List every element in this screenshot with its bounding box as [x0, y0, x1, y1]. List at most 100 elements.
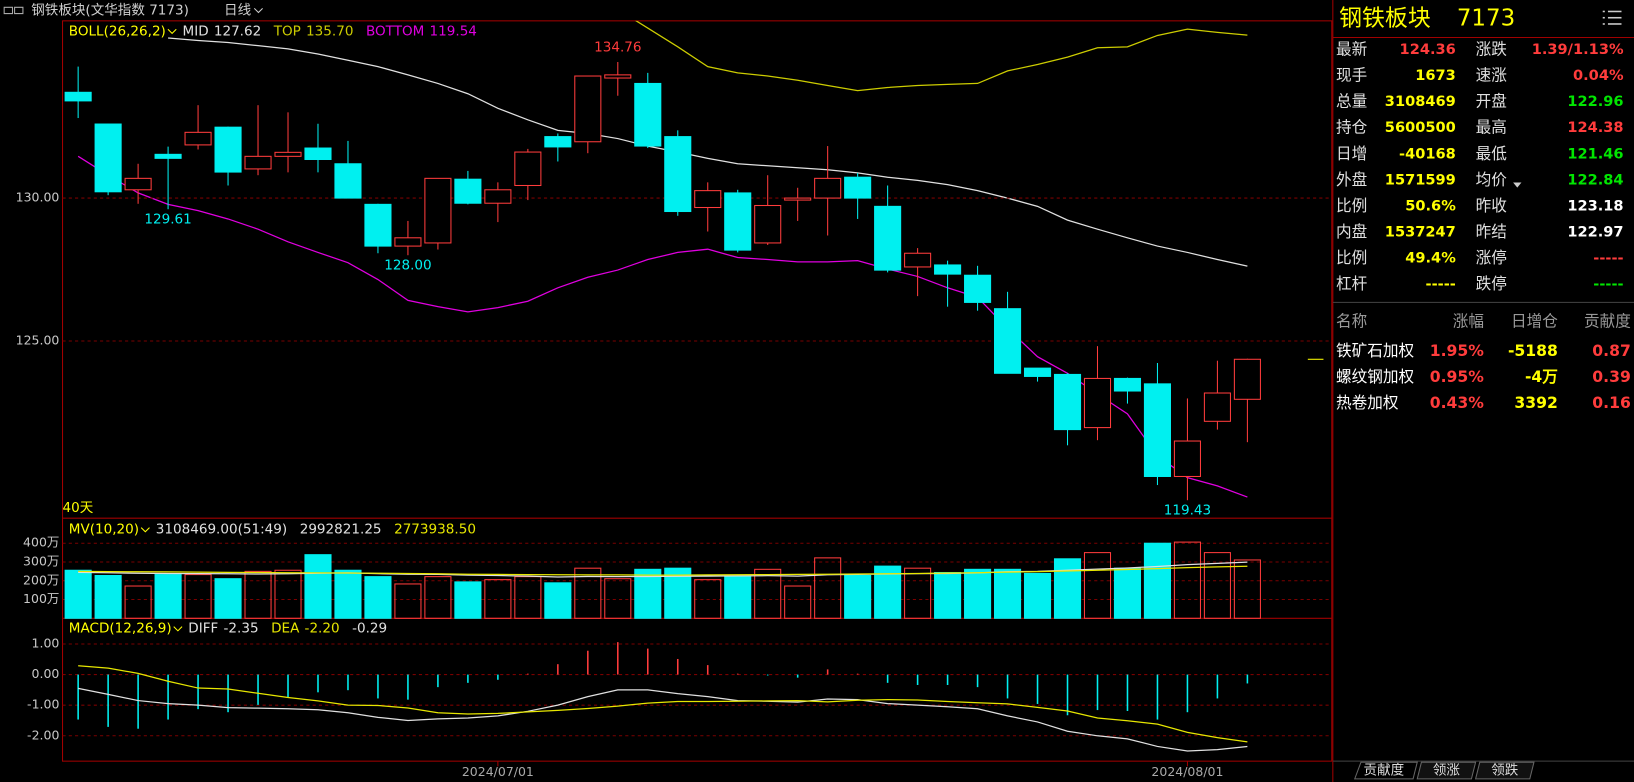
- table-cell[interactable]: 铁矿石加权: [1336, 341, 1414, 360]
- menu-icon[interactable]: [1602, 10, 1622, 25]
- legend-value: 127.62: [214, 23, 261, 39]
- dropdown-icon[interactable]: [140, 527, 150, 533]
- legend-label: MID: [183, 23, 209, 39]
- table-header: 贡献度: [1584, 312, 1631, 331]
- candle-body: [514, 151, 542, 187]
- candle-body: [574, 75, 602, 143]
- quote-label: 比例: [1336, 248, 1367, 267]
- volume-bar: [1233, 559, 1261, 619]
- volume-bar: [124, 585, 152, 619]
- quote-value: 49.4%: [1405, 250, 1456, 267]
- tab-label[interactable]: 领涨: [1433, 763, 1461, 779]
- quote-value: 3108469: [1385, 93, 1456, 110]
- candle-body: [934, 264, 962, 275]
- volume-bar: [1083, 552, 1112, 619]
- candle-body: [904, 252, 932, 268]
- candle-body: [814, 177, 842, 199]
- volume-bar: [1203, 552, 1231, 619]
- candle-body: [1173, 440, 1201, 477]
- y-tick-label: -2.00: [27, 727, 59, 742]
- price-lines: [77, 20, 1248, 498]
- table-cell[interactable]: 1.95%: [1430, 341, 1485, 360]
- quote-value: 5600500: [1385, 119, 1456, 136]
- table-cell[interactable]: 0.43%: [1430, 393, 1485, 412]
- candle-body: [484, 189, 512, 204]
- y-tick-label: 130.00: [16, 190, 60, 205]
- quote-value: -----: [1593, 276, 1623, 293]
- period-select[interactable]: 日线: [224, 2, 252, 18]
- table-cell[interactable]: 0.16: [1592, 393, 1631, 412]
- panel-code: 7173: [1457, 5, 1515, 31]
- candle-body: [634, 82, 662, 147]
- quote-label: 跌停: [1476, 274, 1507, 293]
- quote-value: 1.39/1.13%: [1532, 41, 1624, 58]
- quote-label: 昨结: [1476, 222, 1507, 241]
- volume-bar: [64, 569, 92, 619]
- table-cell[interactable]: 0.87: [1592, 341, 1631, 360]
- link-icon[interactable]: [3, 6, 24, 15]
- candle-body: [124, 177, 152, 191]
- quote-value: 1537247: [1385, 224, 1456, 241]
- candle-body: [184, 131, 212, 146]
- window-title: 钢铁板块(文华指数 7173): [31, 2, 189, 18]
- candle-body: [244, 155, 272, 170]
- panel-title: 钢铁板块: [1339, 5, 1431, 31]
- quote-value: 0.04%: [1573, 67, 1624, 84]
- volume-bar: [184, 574, 212, 619]
- table-cell[interactable]: 0.95%: [1430, 367, 1485, 386]
- quote-label: 内盘: [1336, 222, 1367, 241]
- y-tick-label: 1.00: [32, 635, 60, 650]
- volume-bar: [874, 565, 902, 619]
- candle-body: [724, 192, 752, 251]
- quote-label: 最高: [1476, 118, 1507, 137]
- table-cell[interactable]: 3392: [1514, 393, 1557, 412]
- legend-value: 2773938.50: [394, 522, 476, 538]
- volume-bar: [964, 568, 992, 619]
- legend-label: BOTTOM: [366, 23, 424, 39]
- sort-icon[interactable]: [1513, 182, 1522, 188]
- table-cell[interactable]: 0.39: [1592, 367, 1631, 386]
- legend-value: 135.70: [306, 23, 353, 39]
- table-cell[interactable]: 螺纹钢加权: [1336, 367, 1414, 386]
- dropdown-icon[interactable]: [253, 7, 263, 14]
- candle-body: [304, 147, 332, 161]
- table-header: 涨幅: [1453, 312, 1484, 331]
- legend-value: -0.29: [352, 621, 387, 637]
- table-cell[interactable]: -4万: [1525, 367, 1558, 386]
- quote-value: 1673: [1415, 67, 1456, 84]
- legend-value: 119.54: [430, 23, 477, 39]
- quote-label: 涨跌: [1476, 40, 1508, 59]
- volume-bar: [454, 581, 482, 619]
- tab[interactable]: [1416, 761, 1477, 780]
- candle-body: [1113, 377, 1142, 392]
- volume-bar: [604, 578, 632, 619]
- dropdown-icon[interactable]: [173, 626, 183, 632]
- quote-value: 123.18: [1567, 197, 1623, 214]
- tab[interactable]: [1474, 761, 1535, 780]
- quote-value: 121.46: [1567, 145, 1623, 162]
- tab-label[interactable]: 领跌: [1491, 763, 1519, 779]
- table-cell[interactable]: 热卷加权: [1336, 393, 1399, 412]
- volume-bar: [934, 571, 962, 619]
- candle-body: [964, 274, 992, 303]
- low-label: 129.61: [144, 212, 191, 228]
- indicator-name: MV(10,20): [69, 522, 139, 538]
- quote-label: 开盘: [1476, 92, 1507, 111]
- boll-line: [635, 20, 1248, 92]
- candle-body: [994, 308, 1022, 374]
- candle-body: [1143, 383, 1172, 477]
- volume-bar: [1053, 558, 1082, 619]
- tab-label[interactable]: 贡献度: [1364, 763, 1405, 779]
- candle-body: [1053, 373, 1082, 431]
- candle-body: [874, 205, 902, 271]
- candle-body: [214, 126, 242, 173]
- candle-body: [94, 123, 122, 193]
- table-cell[interactable]: -5188: [1508, 341, 1558, 360]
- dropdown-icon[interactable]: [167, 28, 177, 35]
- candle-body: [784, 197, 812, 201]
- volume-bar: [424, 576, 452, 619]
- tab[interactable]: [1353, 761, 1418, 780]
- volume-bar: [154, 574, 182, 619]
